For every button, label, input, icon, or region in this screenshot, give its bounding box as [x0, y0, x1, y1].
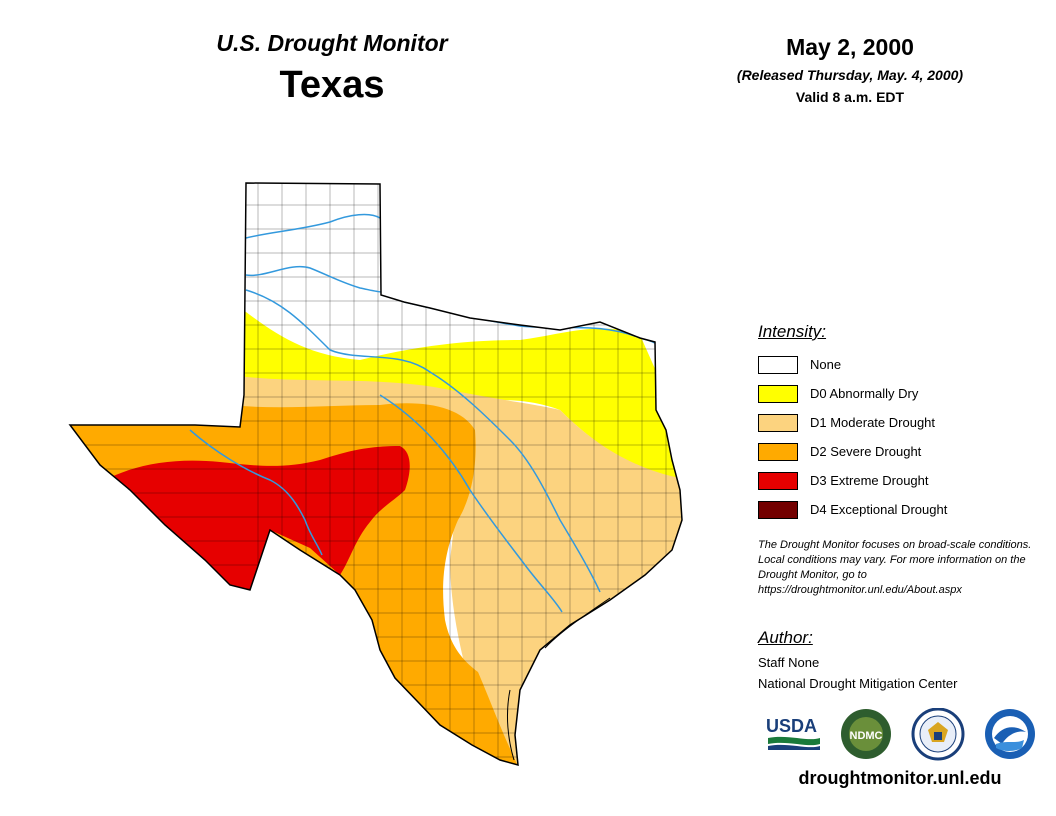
texas-outline: [68, 182, 683, 767]
colorado-river: [379, 394, 563, 613]
map-title: Texas: [279, 64, 385, 106]
legend-swatch-none: [758, 355, 798, 374]
website-link[interactable]: droughtmonitor.unl.edu: [798, 768, 1002, 788]
legend-item-d3: D3 Extreme Drought: [758, 466, 1048, 495]
legend-label-d0: D0 Abnormally Dry: [810, 386, 919, 401]
map-subtitle: U.S. Drought Monitor: [216, 30, 448, 56]
valid-time: Valid 8 a.m. EDT: [795, 89, 905, 105]
usda-logo: USDA: [766, 716, 820, 750]
legend-label-d4: D4 Exceptional Drought: [810, 502, 948, 517]
brazos-river: [245, 289, 601, 593]
author-title: Author:: [758, 628, 813, 647]
prairie-dog-town-fork: [245, 266, 383, 293]
release-date: (Released Thursday, May. 4, 2000): [736, 67, 964, 83]
partner-logos: USDA NDMC: [766, 708, 1035, 761]
legend-item-d4: D4 Exceptional Drought: [758, 495, 1048, 524]
pecos-river: [189, 429, 323, 556]
legend-item-none: None: [758, 350, 1048, 379]
legend-items: None D0 Abnormally Dry D1 Moderate Droug…: [758, 350, 1048, 524]
texas-drought-map: [68, 182, 683, 767]
legend-label-d2: D2 Severe Drought: [810, 444, 922, 459]
legend-label-d3: D3 Extreme Drought: [810, 473, 929, 488]
author-name: Staff None: [758, 655, 820, 670]
ndmc-logo: NDMC: [841, 709, 891, 759]
legend-item-d0: D0 Abnormally Dry: [758, 379, 1048, 408]
legend-swatch-d1: [758, 413, 798, 432]
ndmc-logo-text: NDMC: [850, 730, 883, 742]
d0-abnormally-dry-region: [230, 300, 682, 480]
coastline-islands: [506, 597, 611, 761]
legend-swatch-d0: [758, 384, 798, 403]
usda-logo-text: USDA: [766, 716, 817, 736]
legend-swatch-d3: [758, 471, 798, 490]
map-date: May 2, 2000: [786, 34, 914, 60]
disclaimer-note: The Drought Monitor focuses on broad-sca…: [758, 539, 1032, 596]
legend-title: Intensity:: [758, 322, 827, 341]
noaa-seal-icon: [985, 709, 1035, 759]
legend-item-d1: D1 Moderate Drought: [758, 408, 1048, 437]
author-org: National Drought Mitigation Center: [758, 676, 958, 691]
d3-extreme-drought-region: [105, 446, 410, 590]
legend-swatch-d4: [758, 500, 798, 519]
canadian-river: [245, 213, 381, 239]
author-block: Author: Staff None National Drought Miti…: [758, 628, 1048, 694]
legend-label-none: None: [810, 357, 842, 372]
legend-label-d1: D1 Moderate Drought: [810, 415, 936, 430]
legend-item-d2: D2 Severe Drought: [758, 437, 1048, 466]
legend-swatch-d2: [758, 442, 798, 461]
legend: Intensity: None D0 Abnormally Dry D1 Mod…: [758, 322, 1048, 524]
department-of-commerce-seal-icon: [911, 708, 965, 761]
